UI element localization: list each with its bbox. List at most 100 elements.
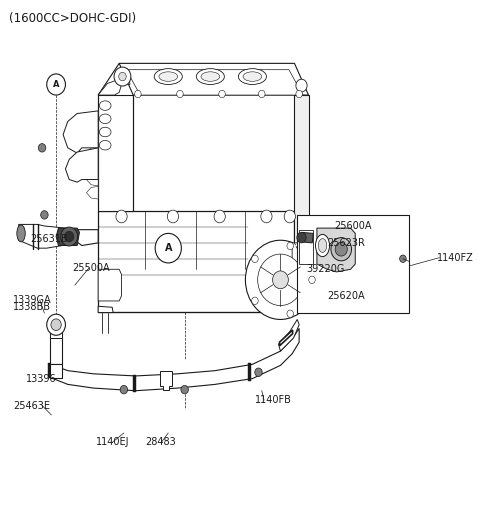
Polygon shape [86,134,98,146]
Polygon shape [98,95,133,211]
Polygon shape [317,228,355,272]
Circle shape [116,210,127,223]
Circle shape [287,310,293,317]
Polygon shape [278,319,299,351]
Ellipse shape [99,127,111,137]
Circle shape [47,74,65,95]
Bar [48,363,50,378]
Text: 25631B: 25631B [30,234,68,243]
Circle shape [214,210,225,223]
Circle shape [255,368,262,376]
Circle shape [335,242,348,256]
Text: 1140FZ: 1140FZ [437,253,474,262]
Ellipse shape [318,239,327,252]
Polygon shape [98,306,113,313]
Text: 25620A: 25620A [327,291,365,300]
Polygon shape [63,111,98,153]
Polygon shape [86,120,98,133]
Polygon shape [56,228,80,246]
Circle shape [252,255,258,262]
Polygon shape [295,95,309,312]
Circle shape [38,144,46,152]
Circle shape [259,90,265,98]
Circle shape [287,242,293,250]
Polygon shape [119,63,309,95]
Ellipse shape [99,114,111,124]
Circle shape [309,276,315,284]
Bar [133,375,135,392]
Circle shape [114,67,131,86]
Circle shape [296,79,307,92]
Ellipse shape [258,254,303,306]
Polygon shape [299,230,313,264]
Text: 25623R: 25623R [327,238,365,248]
Text: 28483: 28483 [145,438,176,447]
Polygon shape [300,232,313,243]
Circle shape [296,90,302,98]
Text: 39220G: 39220G [306,265,345,274]
Circle shape [134,90,141,98]
Text: A: A [53,80,60,89]
Ellipse shape [196,69,224,84]
Ellipse shape [154,69,182,84]
Circle shape [252,297,258,305]
Polygon shape [19,224,75,248]
Bar [248,363,251,381]
Polygon shape [292,243,309,267]
Polygon shape [279,330,293,346]
Ellipse shape [99,140,111,150]
Polygon shape [86,186,98,199]
Circle shape [64,231,74,242]
Polygon shape [98,79,121,95]
Circle shape [168,210,179,223]
Circle shape [41,211,48,219]
Polygon shape [160,371,172,390]
Circle shape [51,319,61,331]
Text: (1600CC>DOHC-GDI): (1600CC>DOHC-GDI) [9,12,136,25]
Text: 1140FB: 1140FB [255,395,292,405]
Text: 1140EJ: 1140EJ [96,438,129,447]
Circle shape [116,71,129,86]
Polygon shape [65,148,98,182]
Ellipse shape [245,240,315,319]
Polygon shape [50,328,62,364]
Polygon shape [98,211,295,312]
Polygon shape [86,173,98,186]
Circle shape [120,385,128,394]
Polygon shape [116,71,130,84]
Ellipse shape [273,271,288,289]
Circle shape [61,227,78,246]
Circle shape [181,385,188,394]
Circle shape [119,72,126,81]
Text: 25600A: 25600A [334,221,372,231]
Text: 25500A: 25500A [72,263,110,273]
Ellipse shape [201,72,220,81]
Circle shape [155,233,181,263]
Text: 25463E: 25463E [13,401,50,410]
Circle shape [261,210,272,223]
Ellipse shape [243,72,262,81]
Circle shape [219,90,225,98]
Polygon shape [50,364,62,378]
Circle shape [400,255,406,262]
Ellipse shape [159,72,178,81]
Text: 13396: 13396 [26,374,56,384]
Polygon shape [86,147,98,159]
Text: 1339GA: 1339GA [13,295,52,305]
Ellipse shape [239,69,266,84]
Polygon shape [126,70,303,95]
Circle shape [297,232,306,243]
Text: A: A [165,243,172,253]
Circle shape [284,210,295,223]
Text: 1338BB: 1338BB [13,303,51,312]
Polygon shape [50,328,299,391]
Polygon shape [86,160,98,173]
Ellipse shape [315,234,330,257]
Circle shape [177,90,183,98]
Ellipse shape [99,101,111,110]
Polygon shape [50,317,62,338]
Ellipse shape [17,225,25,242]
Polygon shape [98,269,121,301]
Circle shape [47,314,65,335]
Circle shape [331,238,351,261]
